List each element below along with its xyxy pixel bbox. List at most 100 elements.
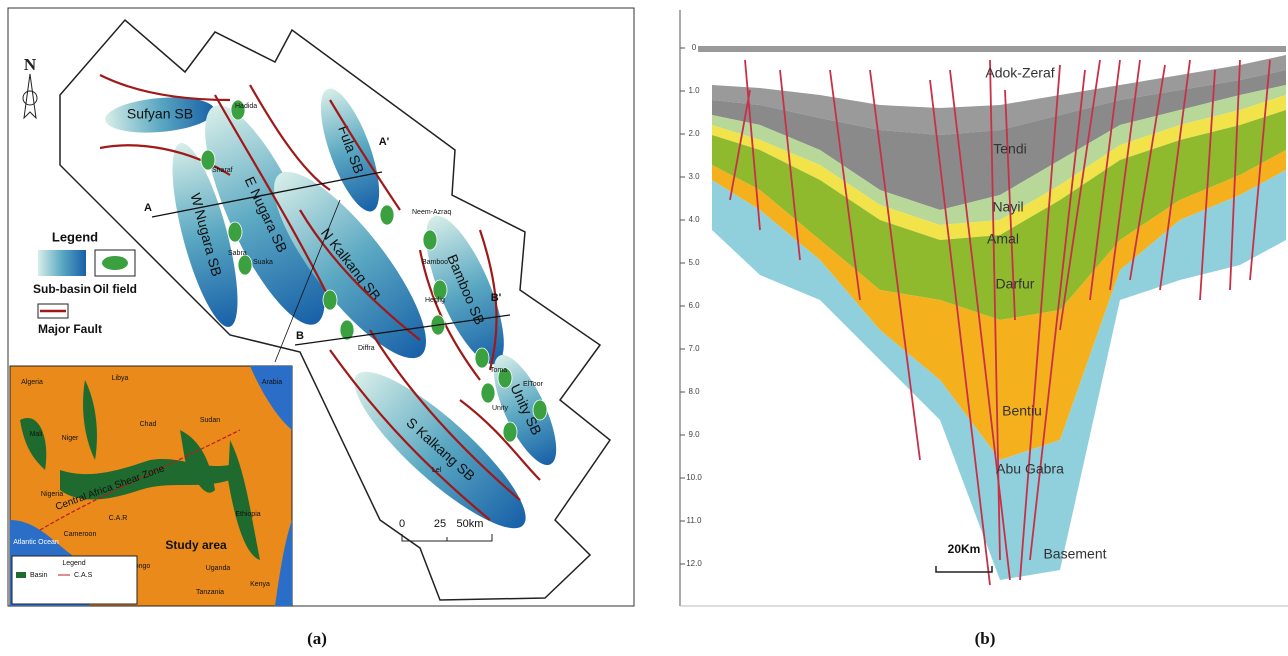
inset-country: Ethiopia	[235, 511, 260, 518]
oil-field-label: ElToor	[523, 381, 544, 388]
inset-country: Tanzania	[196, 589, 224, 596]
inset-country: Mali	[30, 431, 43, 438]
north-arrow	[23, 73, 37, 120]
scale-bar	[935, 566, 993, 573]
major-fault	[99, 74, 231, 102]
fault-line	[1089, 59, 1121, 301]
formation-label: Abu Gabra	[996, 461, 1064, 477]
inset-country: Nigeria	[41, 491, 63, 498]
major-fault	[369, 329, 521, 501]
oil-field-label: Toma	[490, 367, 507, 374]
inset-legend-box	[11, 555, 138, 605]
major-fault	[459, 399, 541, 481]
depth-tick-label: 7.0	[688, 344, 700, 353]
oil-field-label: Sabra	[228, 250, 247, 257]
formation-label: Darfur	[996, 276, 1035, 292]
oil-field	[230, 99, 246, 121]
major-fault	[214, 94, 331, 301]
depth-tick-label: 4.0	[688, 215, 700, 224]
legend-oil-field	[102, 256, 128, 270]
inset-map: Algeria Libya Arabia Mali Niger Chad Sudan Nige…	[9, 365, 293, 607]
fault-line	[744, 59, 761, 231]
caption-b: (b)	[975, 629, 996, 648]
oil-field	[200, 149, 216, 171]
oil-field	[339, 319, 355, 341]
section-line-b	[294, 314, 511, 346]
legend-oil-field-label: Oil field	[93, 282, 137, 296]
fault-line	[729, 89, 751, 201]
major-fault	[299, 209, 421, 341]
formation-label: Bentiu	[1002, 403, 1042, 419]
fault-line	[1029, 69, 1086, 561]
fault-line	[1249, 59, 1271, 281]
legend-fault-label: Major Fault	[38, 322, 102, 336]
section-line-a	[151, 171, 383, 218]
inset-country: Arabia	[262, 379, 282, 386]
inset-red-sea	[250, 366, 292, 430]
legend-title: Legend	[52, 229, 98, 244]
oil-field-label: Sharaf	[212, 167, 233, 174]
formation-layer	[712, 55, 1286, 135]
depth-tick-label: 1.0	[688, 86, 700, 95]
scale-label: 20Km	[948, 542, 981, 556]
scale-label: 0	[399, 518, 405, 530]
fault-line	[869, 69, 921, 461]
fault-line	[1129, 64, 1166, 281]
oil-field-label: Suaka	[253, 259, 273, 266]
inset-country: Congo	[130, 563, 151, 570]
inset-basin	[60, 458, 230, 500]
inset-basin	[20, 418, 47, 470]
fault-line	[1229, 59, 1241, 291]
oil-field	[237, 254, 253, 276]
legend-sub-basin	[38, 250, 86, 276]
depth-tick-label: 8.0	[688, 387, 700, 396]
oil-field	[227, 221, 243, 243]
fault-line	[1109, 59, 1141, 291]
inset-country: Algeria	[21, 379, 43, 386]
surface-band	[698, 46, 1286, 52]
inset-country: Kenya	[250, 581, 270, 588]
major-fault	[99, 144, 231, 176]
inset-legend-item: C.A.S	[74, 572, 93, 579]
inset-country: C.A.R	[109, 515, 128, 522]
sub-basin	[105, 97, 215, 133]
inset-ocean-east	[275, 520, 292, 606]
sub-basin	[274, 171, 426, 359]
depth-tick-label: 5.0	[688, 258, 700, 267]
fault-line	[1199, 69, 1216, 301]
oil-field	[474, 347, 490, 369]
fault-line	[1059, 59, 1101, 331]
fault-line	[929, 79, 991, 586]
section-guide	[274, 199, 341, 363]
north-ring	[22, 90, 38, 106]
fault-line	[989, 59, 1001, 561]
oil-field	[497, 367, 513, 389]
inset-country: Libya	[112, 375, 129, 382]
fault-line	[949, 69, 1011, 581]
oil-field-label: Unity	[492, 405, 508, 412]
major-fault	[249, 84, 331, 191]
inset-country: Chad	[140, 421, 157, 428]
sub-basin	[320, 88, 380, 212]
north-label: N	[24, 55, 37, 74]
fault-line	[829, 69, 861, 301]
oil-field	[379, 204, 395, 226]
fault-line	[779, 69, 801, 261]
fault-line	[1004, 89, 1016, 321]
inset-country: Niger	[62, 435, 79, 442]
inset-shear-zone	[39, 429, 241, 531]
formation-label: Basement	[1043, 546, 1106, 562]
inset-legend-title: Legend	[62, 560, 85, 567]
formation-layer	[712, 150, 1286, 460]
depth-tick-label: 9.0	[688, 430, 700, 439]
formation-layer	[712, 170, 1286, 580]
inset-country: Sudan	[200, 417, 220, 424]
inset-legend-item: Basin	[30, 572, 48, 579]
depth-tick-label: 6.0	[688, 301, 700, 310]
oil-field-label: Lel	[432, 467, 442, 474]
panel-a-frame	[7, 7, 635, 607]
oil-field	[502, 421, 518, 443]
fault-line	[1159, 59, 1191, 291]
depth-tick-label: 2.0	[688, 129, 700, 138]
